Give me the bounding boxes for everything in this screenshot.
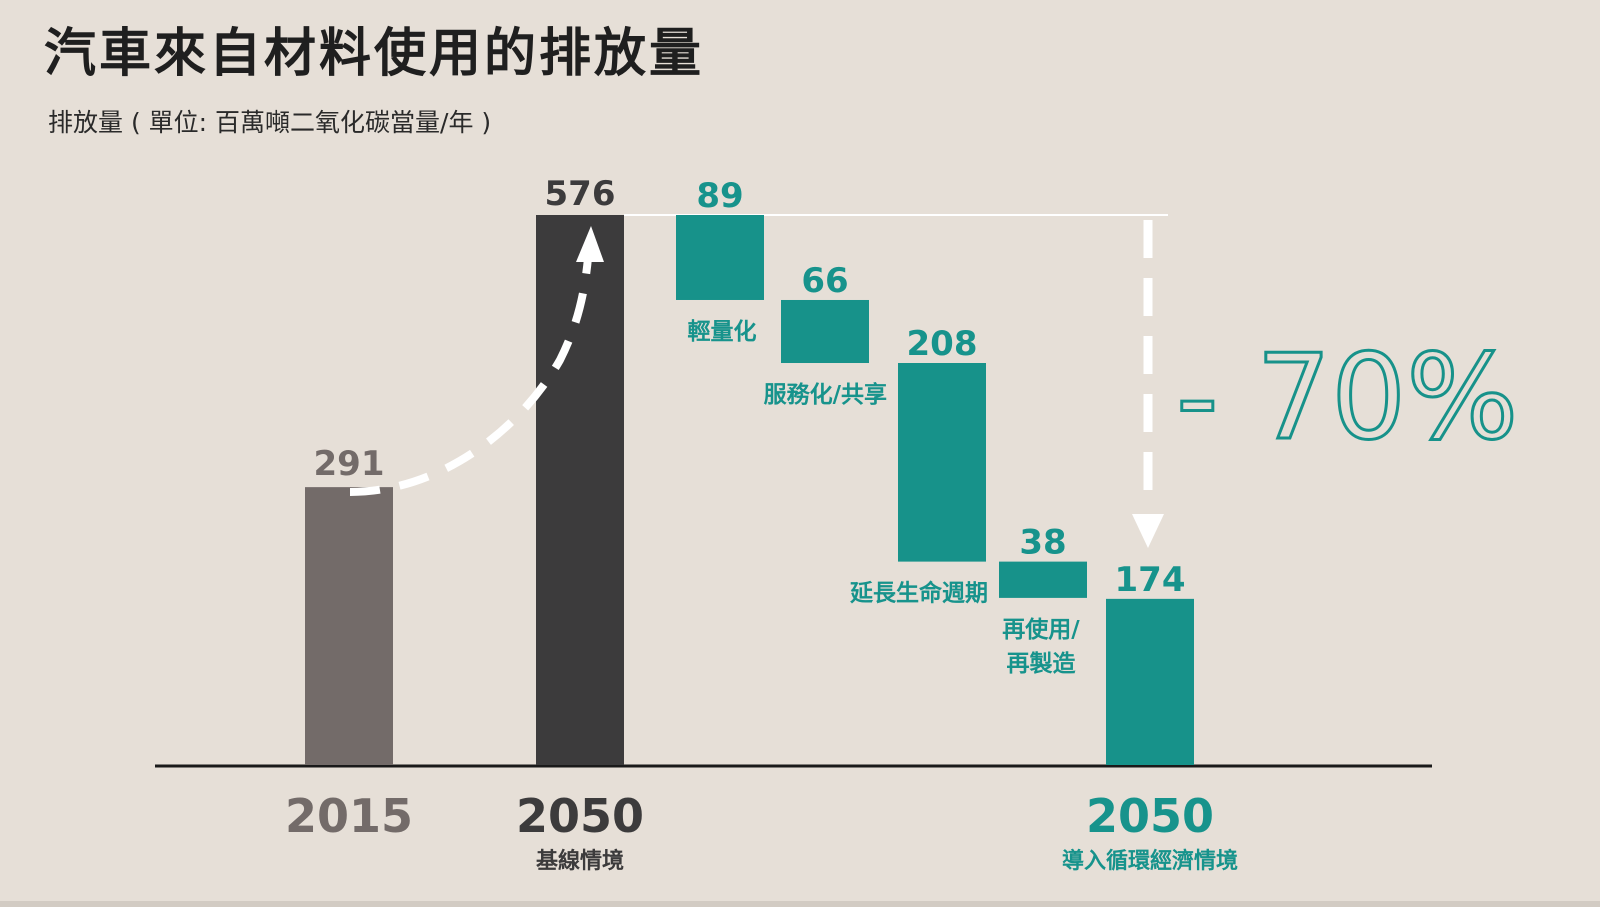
- category-sublabel-1: 基線情境: [536, 848, 624, 874]
- step-label-2-0: 輕量化: [688, 318, 757, 345]
- bar-value-label-4: 208: [907, 324, 978, 364]
- bar-value-label-5: 38: [1019, 523, 1066, 563]
- bar-5: [999, 561, 1087, 598]
- bar-value-label-6: 174: [1115, 560, 1186, 600]
- bar-value-label-2: 89: [696, 176, 743, 216]
- reduction-annotation: - 70%: [1176, 328, 1518, 466]
- chart-subtitle: 排放量 ( 單位: 百萬噸二氧化碳當量/年 ): [48, 108, 492, 137]
- bottom-strip: [0, 901, 1600, 907]
- bar-value-label-0: 291: [314, 444, 385, 484]
- bar-0: [305, 487, 393, 765]
- step-label-4-0: 延長生命週期: [849, 580, 988, 607]
- bar-3: [781, 299, 869, 364]
- growth-arrow-path: [349, 257, 592, 496]
- step-label-5-0: 再使用/: [1002, 617, 1080, 643]
- bar-4: [898, 363, 986, 562]
- chart-title: 汽車來自材料使用的排放量: [44, 24, 705, 84]
- step-label-3-0: 服務化/共享: [764, 381, 887, 408]
- bar-6: [1106, 598, 1194, 765]
- arrows: [349, 220, 1164, 548]
- step-label-5-1: 再製造: [1007, 650, 1077, 677]
- bars: [155, 215, 1432, 768]
- bar-2: [676, 215, 764, 300]
- bar-value-label-1: 576: [545, 174, 616, 214]
- category-sublabel-6: 導入循環經濟情境: [1062, 848, 1238, 874]
- category-year-1: 2050: [516, 789, 644, 843]
- category-year-6: 2050: [1086, 789, 1214, 843]
- reduction-arrowhead: [1132, 514, 1164, 548]
- growth-arrowhead: [576, 226, 604, 262]
- bar-value-label-3: 66: [801, 261, 848, 301]
- labels: 291 2015 576 2050 基線情境 89 輕量化 66 服務化/共享 208 延長生命週期…: [285, 174, 1520, 874]
- category-year-0: 2015: [285, 789, 413, 843]
